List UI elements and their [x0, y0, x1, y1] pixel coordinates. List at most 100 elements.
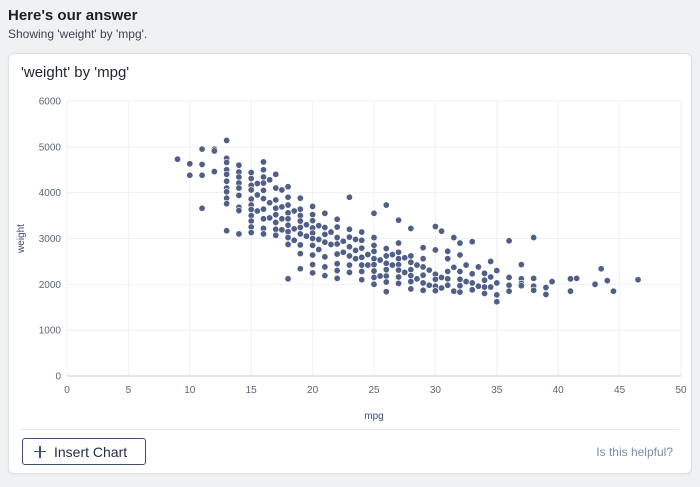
x-tick-label: 30: [430, 385, 442, 396]
data-point: [198, 171, 206, 179]
data-point: [235, 161, 243, 169]
data-point: [456, 282, 464, 290]
data-point: [530, 234, 538, 242]
data-point: [395, 279, 403, 287]
data-point: [481, 276, 489, 284]
data-point: [505, 287, 513, 295]
data-point: [530, 274, 538, 282]
data-point: [450, 234, 458, 242]
y-tick-label: 4000: [39, 188, 62, 199]
data-point: [272, 204, 280, 212]
data-point: [315, 235, 323, 243]
data-point: [352, 255, 360, 263]
data-point: [272, 184, 280, 192]
data-point: [487, 283, 495, 291]
data-point: [223, 227, 231, 235]
data-point: [517, 282, 525, 290]
data-point: [395, 273, 403, 281]
is-this-helpful-link[interactable]: Is this helpful?: [596, 445, 673, 459]
data-point: [259, 173, 267, 181]
data-point: [481, 283, 489, 291]
data-point: [296, 265, 304, 273]
data-point: [444, 275, 452, 283]
data-point: [296, 241, 304, 249]
data-point: [370, 280, 378, 288]
data-point: [198, 204, 206, 212]
data-point: [290, 225, 298, 233]
data-point: [321, 263, 329, 271]
data-point: [566, 275, 574, 283]
x-tick-label: 35: [491, 385, 503, 396]
data-point: [296, 230, 304, 238]
data-point: [481, 290, 489, 298]
data-point: [309, 269, 317, 277]
data-point: [284, 240, 292, 248]
data-point: [315, 222, 323, 230]
data-point: [259, 205, 267, 213]
chart-title: 'weight' by 'mpg': [21, 64, 130, 81]
answer-title: Here's our answer: [8, 7, 138, 24]
data-point: [358, 253, 366, 261]
data-point: [259, 195, 267, 203]
data-point: [345, 268, 353, 276]
data-point: [259, 158, 267, 166]
data-point: [266, 199, 274, 207]
data-point: [566, 287, 574, 295]
data-point: [407, 266, 415, 274]
data-point: [401, 268, 409, 276]
data-point: [223, 136, 231, 144]
data-point: [309, 202, 317, 210]
data-point: [382, 288, 390, 296]
data-point: [247, 169, 255, 177]
data-point: [333, 223, 341, 231]
data-point: [358, 236, 366, 244]
data-point: [284, 234, 292, 242]
data-point: [247, 217, 255, 225]
data-point: [450, 263, 458, 271]
chart-axes: 0 5 10 15 20 25 30 35 40 45 50 0 1000 2000 3000 4000 500…: [39, 97, 687, 397]
data-point: [431, 275, 439, 283]
data-point: [352, 246, 360, 254]
x-axis-title: mpg: [364, 411, 383, 422]
data-point: [505, 273, 513, 281]
data-point: [456, 275, 464, 283]
data-point: [456, 288, 464, 296]
data-point: [493, 267, 501, 275]
data-point: [487, 273, 495, 281]
data-point: [296, 250, 304, 258]
y-tick-label: 6000: [39, 97, 62, 108]
data-point: [407, 278, 415, 286]
data-point: [388, 251, 396, 259]
data-point: [370, 261, 378, 269]
data-point: [223, 170, 231, 178]
data-point: [431, 246, 439, 254]
data-point: [370, 234, 378, 242]
x-tick-label: 10: [184, 385, 196, 396]
data-point: [278, 226, 286, 234]
data-point: [235, 230, 243, 238]
data-point: [235, 184, 243, 192]
data-point: [296, 224, 304, 232]
data-point: [364, 251, 372, 259]
data-point: [370, 247, 378, 255]
data-point: [345, 252, 353, 260]
data-point: [247, 186, 255, 194]
data-point: [290, 207, 298, 215]
data-point: [358, 244, 366, 252]
data-point: [419, 255, 427, 263]
data-point: [358, 228, 366, 236]
insert-chart-button[interactable]: Insert Chart: [22, 438, 146, 465]
data-point: [321, 238, 329, 246]
data-point: [321, 209, 329, 217]
x-tick-label: 5: [126, 385, 132, 396]
data-point: [259, 179, 267, 187]
data-point: [259, 215, 267, 223]
data-point: [474, 282, 482, 290]
data-point: [505, 281, 513, 289]
data-point: [444, 255, 452, 263]
data-point: [253, 191, 261, 199]
data-point: [333, 240, 341, 248]
data-point: [382, 259, 390, 267]
data-point: [548, 278, 556, 286]
data-point: [333, 234, 341, 242]
